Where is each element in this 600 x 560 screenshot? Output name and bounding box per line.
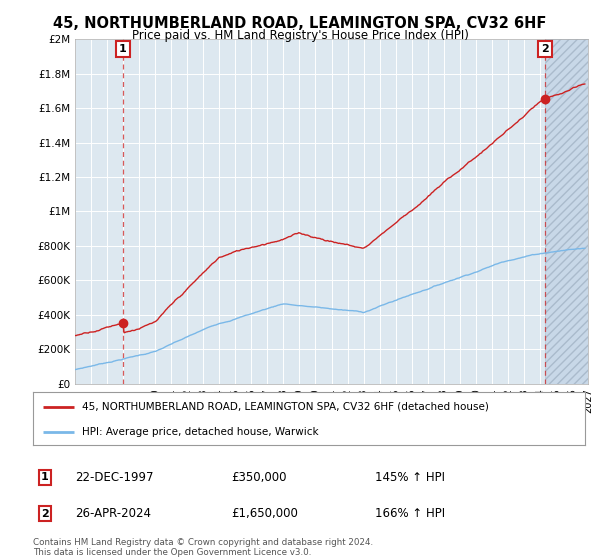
Text: Contains HM Land Registry data © Crown copyright and database right 2024.
This d: Contains HM Land Registry data © Crown c… — [33, 538, 373, 557]
Text: £350,000: £350,000 — [231, 470, 287, 484]
Text: HPI: Average price, detached house, Warwick: HPI: Average price, detached house, Warw… — [82, 427, 318, 437]
Text: 45, NORTHUMBERLAND ROAD, LEAMINGTON SPA, CV32 6HF: 45, NORTHUMBERLAND ROAD, LEAMINGTON SPA,… — [53, 16, 547, 31]
Text: £1,650,000: £1,650,000 — [231, 507, 298, 520]
Text: 1: 1 — [41, 472, 49, 482]
Text: Price paid vs. HM Land Registry's House Price Index (HPI): Price paid vs. HM Land Registry's House … — [131, 29, 469, 42]
Bar — [545, 39, 588, 384]
Text: 145% ↑ HPI: 145% ↑ HPI — [375, 470, 445, 484]
Text: 2: 2 — [541, 44, 549, 54]
Text: 2: 2 — [41, 508, 49, 519]
Text: 26-APR-2024: 26-APR-2024 — [75, 507, 151, 520]
Text: 22-DEC-1997: 22-DEC-1997 — [75, 470, 154, 484]
Text: 166% ↑ HPI: 166% ↑ HPI — [375, 507, 445, 520]
Text: 1: 1 — [119, 44, 127, 54]
Text: 45, NORTHUMBERLAND ROAD, LEAMINGTON SPA, CV32 6HF (detached house): 45, NORTHUMBERLAND ROAD, LEAMINGTON SPA,… — [82, 402, 488, 412]
